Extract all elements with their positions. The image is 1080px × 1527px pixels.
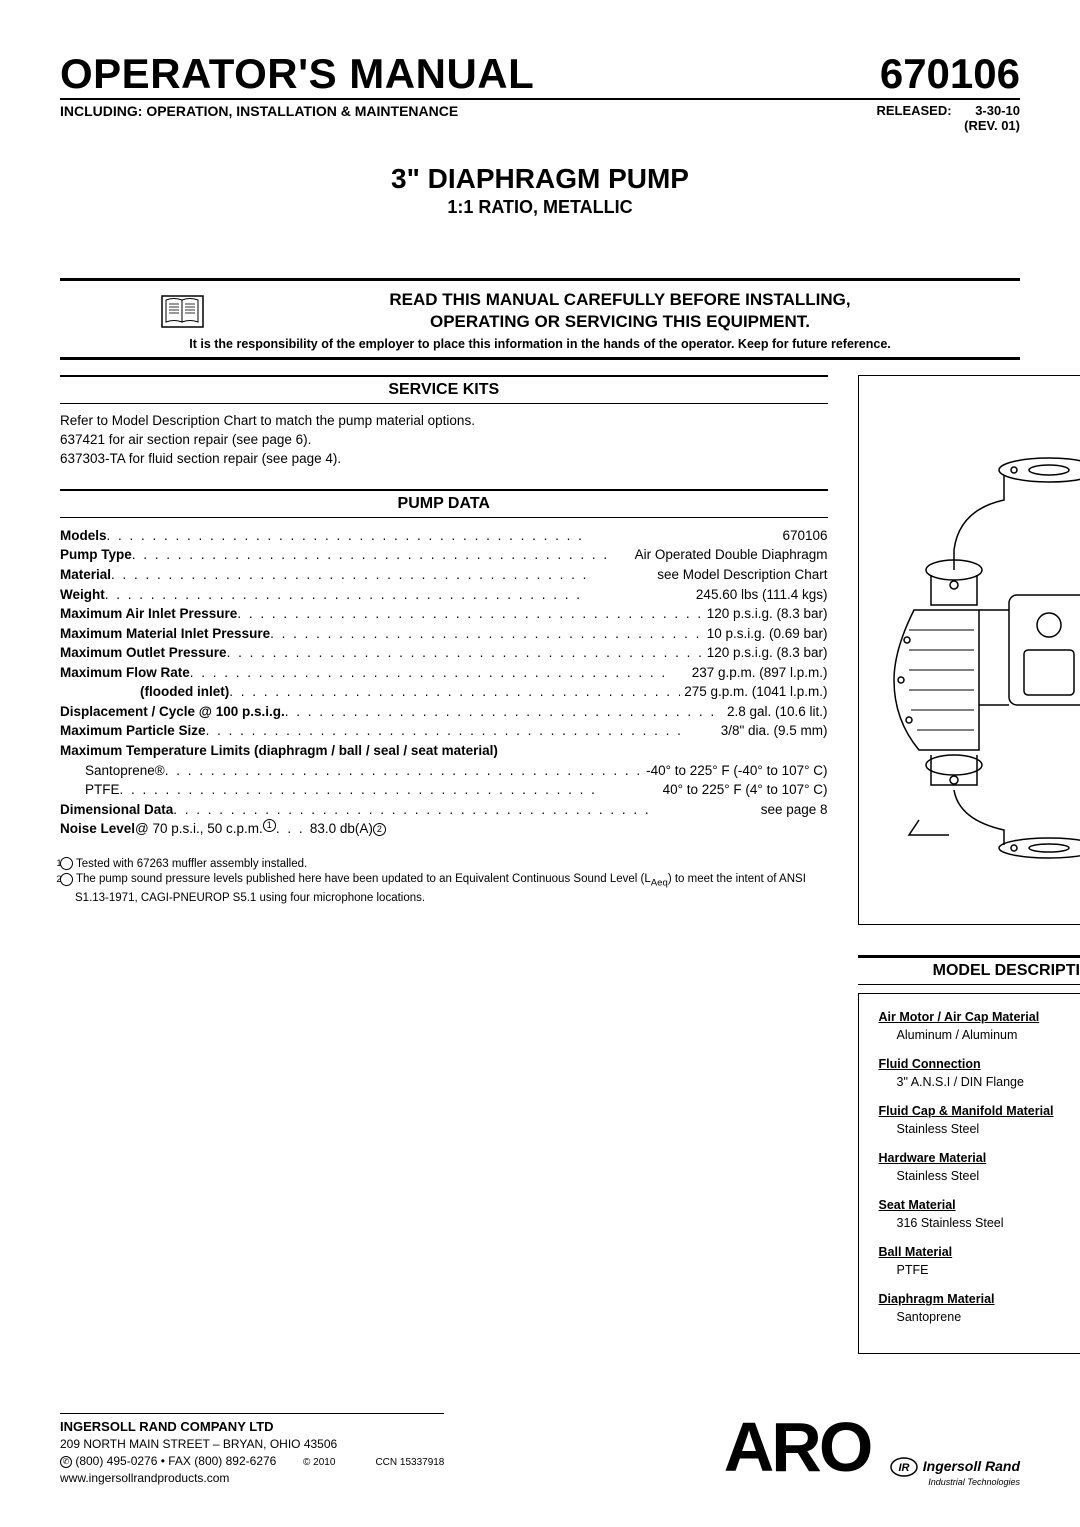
data-label: Material — [60, 565, 111, 585]
service-kits-line2: 637421 for air section repair (see page … — [60, 431, 828, 450]
data-row: Weight 245.60 lbs (111.4 kgs) — [60, 585, 828, 605]
pump-data-header: PUMP DATA — [60, 489, 828, 518]
mc-label: Air Motor / Air Cap Material — [879, 1009, 1080, 1027]
product-subtitle: 1:1 RATIO, METALLIC — [60, 197, 1020, 218]
footer-company-info: INGERSOLL RAND COMPANY LTD 209 NORTH MAI… — [60, 1413, 444, 1487]
data-label: (flooded inlet) — [140, 682, 229, 702]
data-value: 670106 — [778, 526, 827, 546]
phone-fax: (800) 495-0276 • FAX (800) 892-6276 — [72, 1454, 276, 1468]
aro-logo: ARO — [724, 1407, 871, 1487]
released-date: 3-30-10 — [975, 103, 1020, 118]
revision: (REV. 01) — [876, 118, 1020, 133]
released-label: RELEASED: — [876, 103, 951, 118]
warning-footer: It is the responsibility of the employer… — [60, 337, 1020, 351]
data-row: (flooded inlet) 275 g.p.m. (1041 l.p.m.) — [60, 682, 828, 702]
data-row: Displacement / Cycle @ 100 p.s.i.g. 2.8 g… — [60, 702, 828, 722]
svg-text:IR: IR — [899, 1462, 910, 1474]
data-row: Maximum Particle Size 3/8" dia. (9.5 mm) — [60, 721, 828, 741]
pump-diagram — [859, 440, 1080, 860]
data-label: Maximum Particle Size — [60, 721, 206, 741]
data-label: Pump Type — [60, 545, 132, 565]
ir-sub: Industrial Technologies — [890, 1477, 1020, 1487]
ccn-number: CCN 15337918 — [375, 1457, 444, 1468]
data-row: Material see Model Description Chart — [60, 565, 828, 585]
phone-icon: ✆ — [60, 1456, 72, 1468]
data-label: Maximum Material Inlet Pressure — [60, 624, 270, 644]
data-row: Maximum Flow Rate 237 g.p.m. (897 l.p.m.) — [60, 663, 828, 683]
temp-row: Santoprene®-40° to 225° F (-40° to 107° … — [60, 761, 828, 781]
data-label: Displacement / Cycle @ 100 p.s.i.g. — [60, 702, 285, 722]
mc-value: Stainless Steel — [879, 1168, 1080, 1186]
product-title: 3" DIAPHRAGM PUMP — [60, 163, 1020, 195]
data-label: Maximum Outlet Pressure — [60, 643, 227, 663]
mc-label: Hardware Material — [879, 1150, 1080, 1168]
warning-box: READ THIS MANUAL CAREFULLY BEFORE INSTAL… — [60, 278, 1020, 360]
mc-value: Santoprene — [879, 1309, 1080, 1327]
warning-line2: OPERATING OR SERVICING THIS EQUIPMENT. — [220, 311, 1020, 333]
data-value: 120 p.s.i.g. (8.3 bar) — [703, 643, 828, 663]
temp-row: PTFE40° to 225° F (4° to 107° C) — [60, 780, 828, 800]
mc-label: Fluid Cap & Manifold Material — [879, 1103, 1080, 1121]
doc-number: 670106 — [880, 50, 1020, 98]
mc-label: Ball Material — [879, 1244, 1080, 1262]
subtitle: INCLUDING: OPERATION, INSTALLATION & MAI… — [60, 103, 458, 119]
mc-value: Stainless Steel — [879, 1121, 1080, 1139]
pump-data-list: Models 670106 Pump Type Air Operated Double… — [60, 526, 828, 741]
footnote-2: 2 The pump sound pressure levels publish… — [60, 872, 828, 906]
dim-value: see page 8 — [757, 800, 828, 820]
company-name: INGERSOLL RAND COMPANY LTD — [60, 1413, 444, 1436]
company-address: 209 NORTH MAIN STREET – BRYAN, OHIO 4350… — [60, 1436, 444, 1453]
data-row: Maximum Material Inlet Pressure 10 p.s.i.… — [60, 624, 828, 644]
data-value: see Model Description Chart — [653, 565, 827, 585]
manual-title: OPERATOR'S MANUAL — [60, 50, 534, 98]
warning-heading: READ THIS MANUAL CAREFULLY BEFORE INSTAL… — [220, 289, 1020, 333]
data-label: Models — [60, 526, 107, 546]
data-row: Maximum Outlet Pressure 120 p.s.i.g. (8.3… — [60, 643, 828, 663]
ir-logo-text: Ingersoll Rand — [923, 1458, 1020, 1474]
service-kits-header: SERVICE KITS — [60, 375, 828, 404]
warning-line1: READ THIS MANUAL CAREFULLY BEFORE INSTAL… — [220, 289, 1020, 311]
data-value: 2.8 gal. (10.6 lit.) — [723, 702, 828, 722]
data-row: Models 670106 — [60, 526, 828, 546]
footnote-1: 1 Tested with 67263 muffler assembly ins… — [60, 857, 828, 873]
service-kits-line3: 637303-TA for fluid section repair (see … — [60, 450, 828, 469]
release-info: RELEASED: 3-30-10 (REV. 01) — [876, 103, 1020, 133]
data-row: Maximum Air Inlet Pressure 120 p.s.i.g. (… — [60, 604, 828, 624]
data-value: 237 g.p.m. (897 l.p.m.) — [688, 663, 828, 683]
model-chart-header: MODEL DESCRIPTION CHART — [858, 955, 1080, 985]
mc-value: 3" A.N.S.I / DIN Flange — [879, 1074, 1080, 1092]
data-value: 245.60 lbs (111.4 kgs) — [692, 585, 828, 605]
ir-icon: IR — [890, 1457, 918, 1477]
copyright: © 2010 — [303, 1457, 335, 1468]
data-label: Maximum Air Inlet Pressure — [60, 604, 237, 624]
mc-value: PTFE — [879, 1262, 1080, 1280]
data-value: Air Operated Double Diaphragm — [631, 545, 828, 565]
mc-label: Seat Material — [879, 1197, 1080, 1215]
figure-1: Figure 1 — [858, 375, 1080, 925]
data-value: 275 g.p.m. (1041 l.p.m.) — [680, 682, 827, 702]
data-value: 10 p.s.i.g. (0.69 bar) — [703, 624, 828, 644]
data-label: Weight — [60, 585, 105, 605]
website: www.ingersollrandproducts.com — [60, 1470, 444, 1487]
data-value: 3/8" dia. (9.5 mm) — [717, 721, 828, 741]
temp-header: Maximum Temperature Limits (diaphragm / … — [60, 741, 828, 761]
noise-row: Noise Level @ 70 p.s.i., 50 c.p.m. 1 83.… — [60, 819, 828, 839]
mc-value: Aluminum / Aluminum — [879, 1027, 1080, 1045]
manual-icon — [160, 294, 205, 329]
mc-label: Fluid Connection — [879, 1056, 1080, 1074]
dim-label: Dimensional Data — [60, 800, 173, 820]
data-row: Pump Type Air Operated Double Diaphragm — [60, 545, 828, 565]
mc-label: Diaphragm Material — [879, 1291, 1080, 1309]
mc-value: 316 Stainless Steel — [879, 1215, 1080, 1233]
data-label: Maximum Flow Rate — [60, 663, 190, 683]
service-kits-line1: Refer to Model Description Chart to matc… — [60, 412, 828, 431]
ir-logo-block: IR Ingersoll Rand Industrial Technologie… — [890, 1457, 1020, 1487]
data-value: 120 p.s.i.g. (8.3 bar) — [703, 604, 828, 624]
model-chart-box: Air Motor / Air Cap MaterialAluminum / A… — [858, 993, 1080, 1354]
